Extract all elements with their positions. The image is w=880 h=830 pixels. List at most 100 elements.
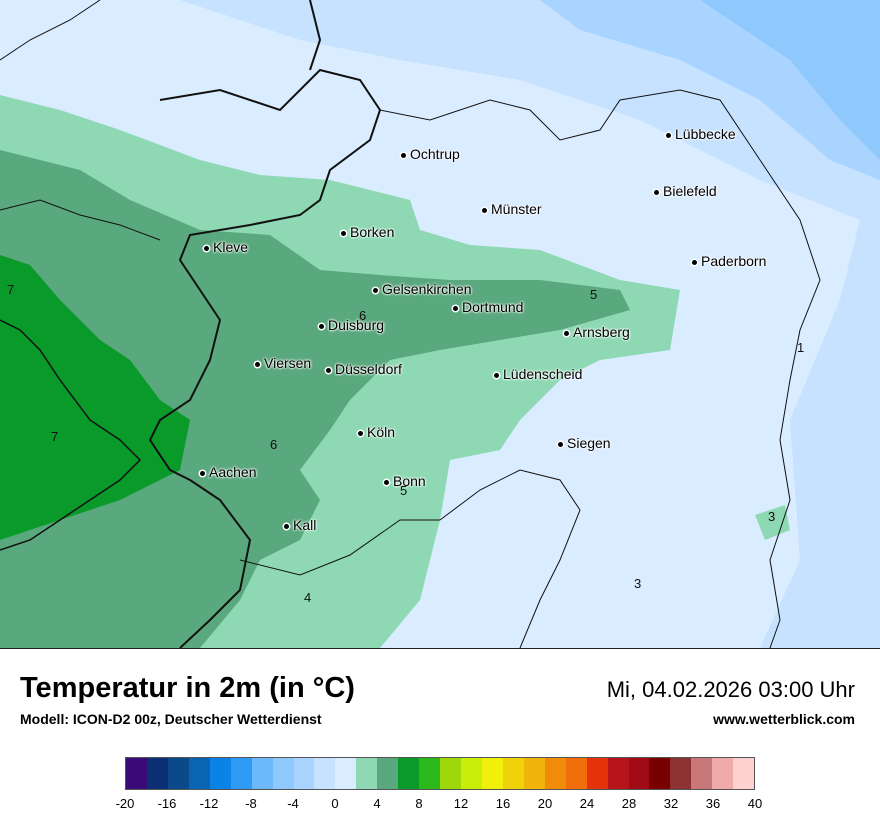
legend-tick-label: 20: [537, 796, 553, 811]
city-label: Paderborn: [692, 254, 766, 268]
city-dot-icon: [384, 479, 389, 485]
city-label: Köln: [358, 425, 395, 439]
city-label: Bonn: [384, 474, 426, 488]
state-border-line: [439, 469, 581, 648]
isotherm-label: 1: [797, 340, 805, 355]
city-dot-icon: [284, 523, 289, 529]
temp-field-minus6-minus4: [700, 0, 880, 160]
legend-swatch: [586, 758, 608, 789]
legend-swatch: [628, 758, 650, 789]
legend-swatch: [356, 758, 378, 789]
legend-tick-label: 32: [663, 796, 679, 811]
legend-swatch: [230, 758, 252, 789]
legend-swatch: [209, 758, 231, 789]
city-label: Lübbecke: [666, 127, 736, 141]
city-label: Siegen: [558, 436, 611, 450]
legend-tick-label: 16: [495, 796, 511, 811]
legend-tick-label: 28: [621, 796, 637, 811]
legend-swatch: [440, 758, 461, 789]
legend-tick-label: -8: [245, 796, 257, 811]
city-dot-icon: [326, 367, 331, 373]
legend-tick-label: 0: [331, 796, 339, 811]
city-dot-icon: [319, 323, 324, 329]
city-dot-icon: [666, 132, 671, 138]
city-label: Borken: [341, 225, 394, 239]
border-line: [0, 199, 161, 241]
legend-swatch: [523, 758, 545, 789]
legend-swatch: [126, 758, 147, 789]
temp-field-2-4-spot: [755, 505, 790, 540]
city-label: Arnsberg: [564, 325, 630, 339]
isotherm-label: 3: [634, 576, 642, 591]
city-label: Lüdenscheid: [494, 367, 582, 381]
legend-tick-label: 8: [415, 796, 423, 811]
city-label: Duisburg: [319, 318, 384, 332]
isotherm-label: 3: [768, 509, 776, 524]
city-label: Münster: [482, 202, 542, 216]
city-dot-icon: [482, 207, 487, 213]
legend-swatch: [335, 758, 357, 789]
city-label: Kall: [284, 518, 316, 532]
city-dot-icon: [564, 330, 569, 336]
legend-tick-label: -12: [199, 796, 219, 811]
city-dot-icon: [453, 305, 458, 311]
website-label: www.wetterblick.com: [713, 711, 855, 727]
city-dot-icon: [255, 361, 260, 367]
legend-ticks: -20 -16 -12 -8 -4 0 4 8 12 16 20 24 28 32 36 40: [116, 796, 763, 812]
legend-swatch: [167, 758, 189, 789]
isotherm-label: 5: [400, 483, 408, 498]
model-info: Modell: ICON-D2 00z, Deutscher Wetterdie…: [20, 711, 322, 727]
city-label: Bielefeld: [654, 184, 717, 198]
city-dot-icon: [654, 189, 659, 195]
temperature-map: Ochtrup Lübbecke Bielefeld Münster Borke…: [0, 0, 880, 649]
forecast-datetime: Mi, 04.02.2026 03:00 Uhr: [606, 677, 855, 702]
city-label: Aachen: [200, 465, 256, 479]
city-label: Dortmund: [453, 300, 523, 314]
legend-swatch: [398, 758, 420, 789]
city-label: Kleve: [204, 240, 248, 254]
city-dot-icon: [692, 259, 697, 265]
city-label: Ochtrup: [401, 147, 460, 161]
border-line: [0, 0, 101, 61]
city-dot-icon: [358, 430, 363, 436]
legend-swatch: [377, 758, 399, 789]
legend-swatch: [251, 758, 273, 789]
legend-tick-label: 12: [453, 796, 469, 811]
legend-tick-label: -4: [287, 796, 299, 811]
temp-field-6-8: [0, 255, 190, 540]
isotherm-label: 5: [590, 287, 598, 302]
city-dot-icon: [200, 470, 205, 476]
isotherm-label: 6: [359, 308, 367, 323]
isotherm-label: 6: [270, 437, 278, 452]
legend-swatch: [712, 758, 734, 789]
color-legend: [125, 757, 755, 790]
legend-tick-label: 4: [373, 796, 381, 811]
city-dot-icon: [401, 152, 406, 158]
city-dot-icon: [494, 372, 499, 378]
city-label: Viersen: [255, 356, 311, 370]
legend-swatch: [419, 758, 441, 789]
legend-tick-label: -20: [115, 796, 135, 811]
legend-swatch: [314, 758, 336, 789]
city-dot-icon: [341, 230, 346, 236]
city-dot-icon: [558, 441, 563, 447]
city-dot-icon: [373, 287, 378, 293]
country-border-line: [148, 68, 382, 648]
state-border-line: [379, 89, 821, 648]
legend-swatch: [607, 758, 629, 789]
temp-field-4-6: [0, 150, 630, 648]
legend-swatch: [691, 758, 713, 789]
country-border-line: [309, 0, 322, 71]
legend-tick-label: 40: [747, 796, 763, 811]
legend-swatch: [188, 758, 210, 789]
legend-tick-label: -16: [157, 796, 177, 811]
isotherm-label: 4: [304, 590, 312, 605]
state-border-line: [239, 519, 440, 576]
legend-swatch: [502, 758, 524, 789]
isotherm-label: 7: [51, 429, 59, 444]
legend-tick-label: 36: [705, 796, 721, 811]
legend-swatch: [461, 758, 482, 789]
legend-swatch: [733, 758, 755, 789]
legend-swatch: [272, 758, 294, 789]
legend-swatch: [146, 758, 168, 789]
